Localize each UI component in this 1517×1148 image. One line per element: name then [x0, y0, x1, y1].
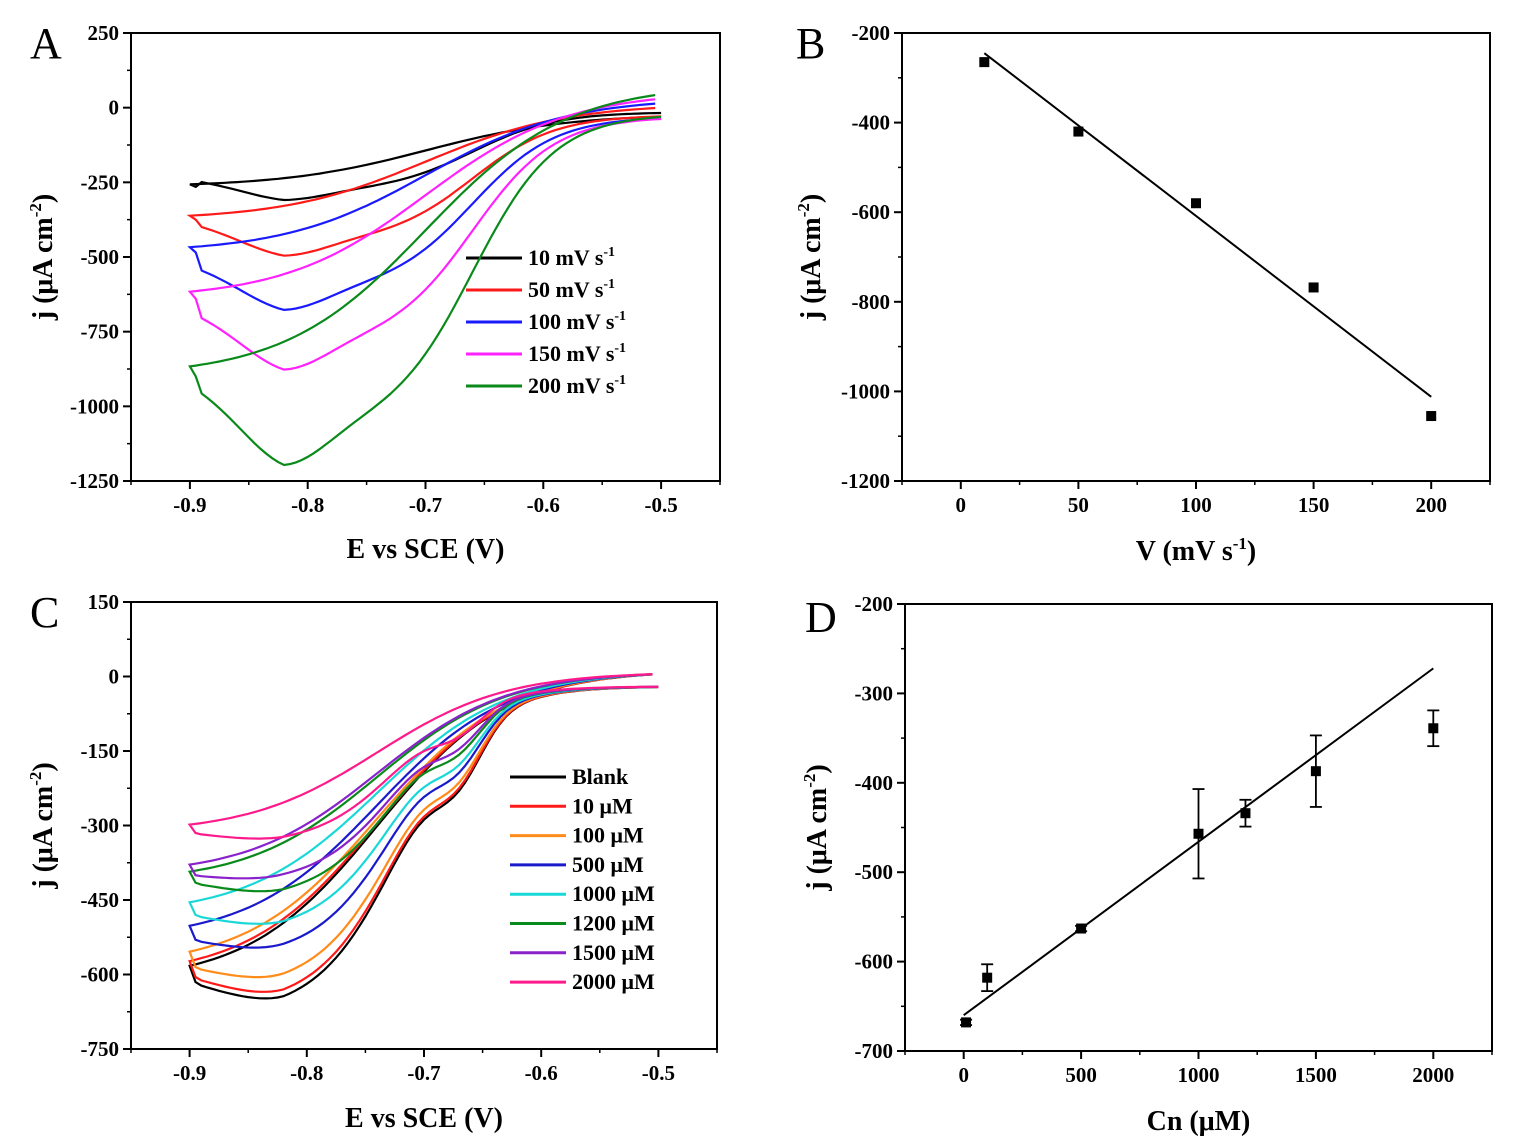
x-tick-label: 1500 [1295, 1063, 1337, 1087]
y-tick-label: -250 [81, 170, 120, 194]
data-point [1428, 723, 1439, 734]
x-tick-label: -0.9 [173, 1061, 206, 1085]
x-tick-label: -0.6 [525, 1061, 558, 1085]
cv-curve-5 [188, 673, 659, 925]
panel-a: -0.9 -0.8 -0.7 -0.6 -0.5 250 0 -250 -500 -750 -100… [26, 19, 721, 565]
y-tick-label: -750 [81, 320, 120, 344]
y-axis-label: j (μA cm-2) [26, 194, 59, 321]
x-tick-label: -0.6 [527, 493, 560, 517]
x-tick-label: -0.5 [644, 493, 677, 517]
legend-label: 1000 μM [572, 881, 655, 906]
y-tick-label: -400 [852, 111, 891, 135]
x-tick-label: 500 [1065, 1063, 1097, 1087]
y-tick-label: -300 [855, 681, 894, 705]
legend-label: 500 μM [572, 852, 644, 877]
x-tick-label: -0.9 [173, 493, 206, 517]
fit-line [983, 52, 1432, 398]
y-tick-label: 0 [109, 96, 120, 120]
x-tick-label: 0 [958, 1063, 969, 1087]
legend-label: 10 mV s-1 [528, 245, 615, 270]
y-tick-label: -1000 [70, 394, 119, 418]
y-axis-label: j (μA cm-2) [26, 762, 59, 889]
y-tick-label: 0 [109, 665, 120, 689]
data-point [1076, 923, 1087, 934]
y-tick-label: -800 [852, 290, 891, 314]
legend-label: 100 mV s-1 [528, 309, 626, 334]
legend-label: 1500 μM [572, 940, 655, 965]
data-point [1308, 282, 1319, 293]
panel-d: 0 500 1000 1500 2000 -200 -300 -400 -500 -600 -700… [800, 592, 1493, 1137]
x-axis-label: E vs SCE (V) [345, 1103, 503, 1134]
y-tick-label: -400 [855, 771, 894, 795]
cv-curve-8 [187, 673, 659, 840]
y-tick-label: -500 [855, 860, 894, 884]
panel-letter: A [30, 19, 62, 68]
cv-curve-7 [187, 673, 659, 880]
x-tick-label: -0.7 [409, 493, 442, 517]
y-tick-label: -1000 [841, 379, 890, 403]
data-point [979, 57, 990, 68]
y-tick-label: -150 [81, 739, 120, 763]
legend-label: 2000 μM [572, 969, 655, 994]
cv-curve-4 [187, 98, 662, 371]
x-tick-label: -0.8 [290, 1061, 323, 1085]
y-axis-label: j (μA cm-2) [794, 194, 827, 321]
data-point [1240, 808, 1251, 819]
legend-label: 150 mV s-1 [528, 341, 626, 366]
data-point [961, 1017, 972, 1028]
y-tick-label: -700 [855, 1039, 894, 1063]
y-tick-label: 250 [88, 21, 120, 45]
panel-letter: D [805, 593, 837, 642]
cv-curve-3 [187, 102, 662, 312]
legend-label: 10 μM [572, 793, 633, 818]
x-tick-label: 100 [1180, 493, 1212, 517]
y-tick-label: -1200 [841, 469, 890, 493]
x-tick-label: 1000 [1178, 1063, 1220, 1087]
data-point [982, 972, 993, 983]
data-point [1073, 126, 1084, 137]
panel-letter: C [30, 588, 59, 637]
y-tick-label: 150 [88, 590, 120, 614]
panel-c: -0.9 -0.8 -0.7 -0.6 -0.5 150 0 -150 -300 -450 -600… [26, 588, 718, 1134]
x-axis-label: Cn (μM) [1147, 1106, 1251, 1137]
data-point [1193, 828, 1204, 839]
x-tick-label: 50 [1068, 493, 1089, 517]
y-tick-label: -750 [81, 1037, 120, 1061]
x-tick-label: 200 [1415, 493, 1447, 517]
y-axis-label: j (μA cm-2) [800, 764, 833, 891]
panel-letter: B [796, 19, 825, 68]
y-tick-label: -600 [81, 963, 120, 987]
y-tick-label: -300 [81, 814, 120, 838]
y-tick-label: -500 [81, 245, 120, 269]
data-point [1191, 198, 1201, 209]
x-tick-label: -0.7 [407, 1061, 440, 1085]
panel-b: 0 50 100 150 200 -200 -400 -600 -800 -1000 -1200 B V… [794, 19, 1491, 567]
legend-label: 1200 μM [572, 911, 655, 936]
cv-curve-5 [188, 94, 662, 467]
x-tick-label: 150 [1298, 493, 1330, 517]
y-tick-label: -200 [855, 592, 894, 616]
y-tick-label: -1250 [70, 469, 119, 493]
x-axis-label: V (mV s-1) [1136, 534, 1256, 567]
plot-frame [901, 32, 1491, 482]
y-tick-label: -450 [81, 888, 120, 912]
x-tick-label: -0.8 [291, 493, 324, 517]
legend-label: 50 mV s-1 [528, 277, 615, 302]
x-tick-label: 2000 [1412, 1063, 1454, 1087]
legend-label: Blank [572, 764, 629, 789]
legend-label: 200 mV s-1 [528, 373, 626, 398]
data-point [1426, 411, 1437, 422]
y-tick-label: -600 [855, 950, 894, 974]
x-tick-label: 0 [956, 493, 967, 517]
y-tick-label: -200 [852, 21, 891, 45]
x-axis-label: E vs SCE (V) [347, 534, 505, 565]
data-point [1310, 766, 1321, 777]
x-tick-label: -0.5 [642, 1061, 675, 1085]
legend-label: 100 μM [572, 823, 644, 848]
y-tick-label: -600 [852, 200, 891, 224]
